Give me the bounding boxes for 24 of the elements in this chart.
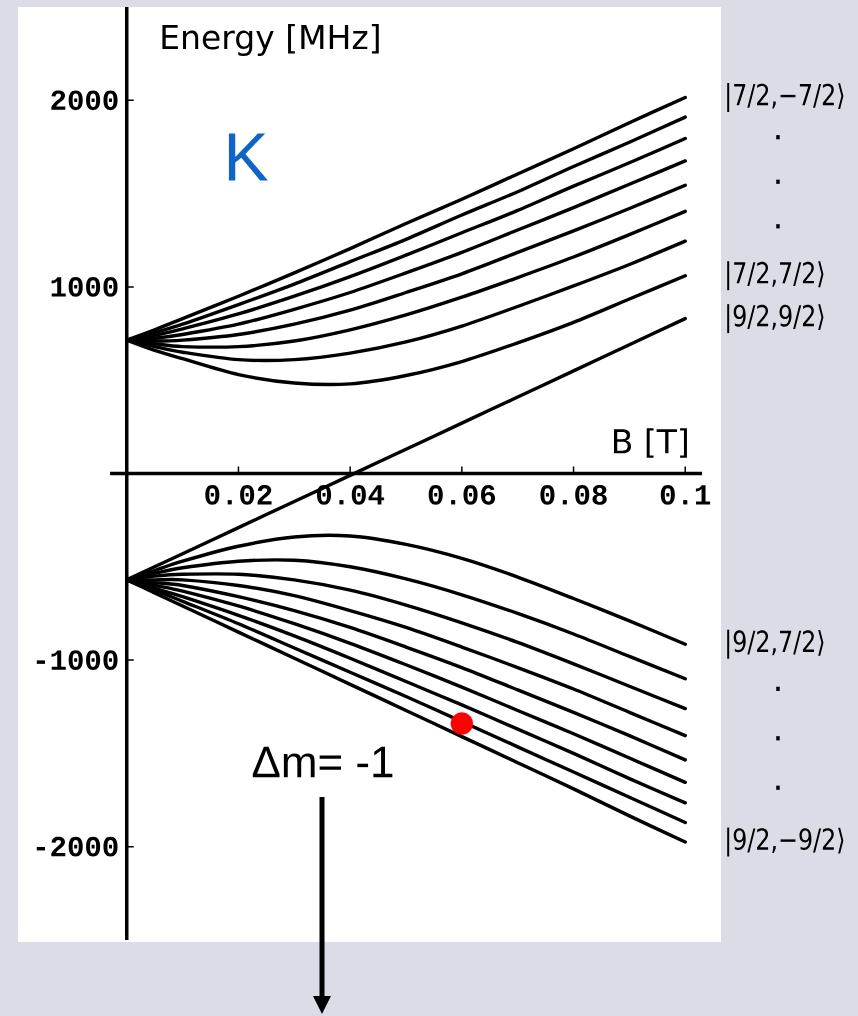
x-tick-label: 0.1	[660, 485, 711, 505]
x-tick-label: 0.08	[540, 485, 607, 505]
y-axis-title: Energy [MHz]	[162, 24, 379, 56]
series-label: |7/2,−7/2⟩	[727, 82, 844, 112]
x-tick-label: 0.06	[428, 485, 496, 505]
text: ·	[776, 736, 780, 741]
series-label: |9/2,−9/2⟩	[727, 827, 844, 857]
text: ·	[776, 785, 780, 790]
text: ·	[776, 135, 780, 140]
y-tick-label: 2000	[51, 90, 118, 111]
y-tick-label: -2000	[36, 836, 118, 857]
series-label: |9/2,9/2⟩	[727, 304, 824, 334]
text: ·	[776, 179, 780, 184]
y-tick-label: -1000	[36, 650, 118, 670]
annotation: K	[228, 133, 268, 181]
annotation: Δm= -1	[252, 746, 393, 778]
x-tick-label: 0.02	[205, 485, 272, 505]
series-label: |7/2,7/2⟩	[727, 261, 824, 291]
text: ·	[776, 686, 780, 691]
series-label: |9/2,7/2⟩	[727, 629, 824, 659]
x-axis-title: B [T]	[613, 428, 687, 458]
y-tick-label: 1000	[51, 277, 118, 297]
x-tick-label: 0.04	[317, 485, 385, 505]
text: ·	[776, 224, 780, 229]
